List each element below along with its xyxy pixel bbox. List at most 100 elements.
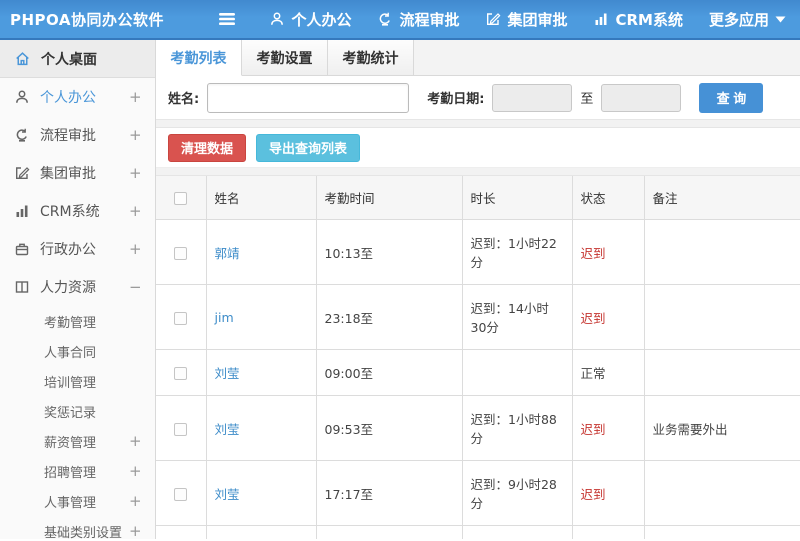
expand-toggle-icon[interactable]: + (129, 126, 142, 144)
tab-inactive[interactable]: 考勤设置 (242, 40, 328, 75)
expand-toggle-icon[interactable]: + (129, 88, 142, 106)
column-header: 姓名 (205, 176, 317, 220)
sidebar-subitem[interactable]: 招聘管理 + (0, 456, 155, 486)
workflow-icon (377, 11, 393, 27)
row-checkbox[interactable] (174, 311, 188, 325)
note-cell (643, 284, 800, 350)
export-list-button[interactable]: 导出查询列表 (256, 133, 361, 162)
employee-name-link[interactable]: 刘莹 (214, 366, 240, 381)
section-divider (156, 120, 800, 128)
status-cell: 迟到 (571, 460, 645, 526)
employee-name-link[interactable]: 刘莹 (214, 421, 240, 437)
table-row: 刘莹 09:00至 正常 (156, 349, 800, 396)
top-nav-label: 更多应用 (708, 10, 769, 29)
expand-toggle-icon[interactable]: + (129, 522, 142, 540)
sidebar-subitems: 考勤管理 人事合同 培训管理 奖惩记录 薪资管理 + 招聘管理 + 人事管理 + 基础类别设置 + (0, 306, 155, 541)
attendance-time: 09:53至 (315, 395, 463, 461)
search-bar: 姓名: 考勤日期: 至 查 询 (156, 76, 800, 120)
row-checkbox[interactable] (174, 246, 188, 260)
employee-name-link[interactable]: 刘莹 (214, 486, 240, 502)
sidebar-subitem-label: 人事管理 (44, 495, 97, 511)
employee-name-link[interactable]: jim (214, 309, 234, 325)
sidebar-subitem-label: 奖惩记录 (44, 405, 97, 421)
sidebar-subitem[interactable]: 培训管理 (0, 366, 155, 396)
top-nav-item[interactable]: 集团审批 (485, 9, 567, 30)
top-nav-label: 集团审批 (507, 10, 568, 29)
date-to-input[interactable] (601, 83, 682, 112)
sidebar-items: 个人办公 + 流程审批 + 集团审批 + CRM系统 + 行政办公 + 人力资源 − (0, 78, 155, 306)
sidebar-subitem[interactable]: 基础类别设置 + (0, 516, 155, 541)
tab-active[interactable]: 考勤列表 (156, 40, 242, 76)
column-header: 时长 (461, 176, 573, 220)
clear-data-button[interactable]: 清理数据 (168, 133, 247, 162)
content-area: 考勤列表 考勤设置 考勤统计 姓名: 考勤日期: 至 查 询 清理数据 导出查询列表 (156, 40, 800, 539)
caret-down-icon (775, 15, 786, 24)
sidebar-item[interactable]: 流程审批 + (0, 116, 155, 154)
attendance-table: 姓名 考勤时间 时长 状态 备注 郭靖 10:13至 迟到：1小时22分 迟到 jim 23:18… (156, 176, 800, 539)
row-checkbox[interactable] (174, 422, 188, 436)
attendance-time: 17:17至 (315, 460, 463, 526)
sidebar-item[interactable]: CRM系统 + (0, 192, 155, 230)
attendance-table-wrap: 姓名 考勤时间 时长 状态 备注 郭靖 10:13至 迟到：1小时22分 迟到 jim 23:18… (156, 176, 800, 539)
top-nav-item[interactable]: 流程审批 (377, 9, 459, 30)
sidebar-subitem[interactable]: 人事合同 (0, 336, 155, 366)
note-cell (643, 349, 800, 396)
expand-toggle-icon[interactable]: + (129, 432, 142, 450)
hamburger-menu-icon[interactable] (217, 11, 237, 27)
sidebar-subitem[interactable]: 考勤管理 (0, 306, 155, 336)
employee-name-link[interactable]: 郭靖 (214, 245, 240, 261)
date-label: 考勤日期: (427, 92, 485, 107)
sidebar-item[interactable]: 人力资源 − (0, 268, 155, 306)
select-all-checkbox[interactable] (174, 192, 188, 205)
expand-toggle-icon[interactable]: + (129, 462, 142, 480)
sidebar-item-label: 集团审批 (40, 166, 96, 182)
main-layout: 个人桌面 个人办公 + 流程审批 + 集团审批 + CRM系统 + 行政办公 + 人力资源 − 考勤管… (0, 40, 800, 541)
expand-toggle-icon[interactable]: − (129, 278, 142, 296)
name-label: 姓名: (168, 92, 200, 107)
sidebar-subitem-label: 培训管理 (44, 375, 97, 391)
sidebar-subitem-label: 薪资管理 (44, 435, 97, 451)
name-input[interactable] (207, 82, 410, 113)
note-cell (643, 460, 800, 526)
bar-chart-icon (14, 203, 30, 219)
expand-toggle-icon[interactable]: + (129, 240, 142, 258)
briefcase-icon (14, 241, 30, 257)
sidebar-item-label: 人力资源 (40, 280, 96, 296)
sidebar-item[interactable]: 集团审批 + (0, 154, 155, 192)
sidebar-subitem[interactable]: 薪资管理 + (0, 426, 155, 456)
sidebar-item-label: 流程审批 (40, 128, 96, 144)
sidebar-item-desktop[interactable]: 个人桌面 (0, 40, 155, 78)
sidebar-item-label: 个人桌面 (41, 51, 97, 68)
top-nav-item[interactable]: 更多应用 (709, 9, 786, 30)
note-cell (643, 219, 800, 285)
sidebar-subitem-label: 人事合同 (44, 345, 97, 361)
attendance-time: 10:37至 (315, 525, 463, 539)
expand-toggle-icon[interactable]: + (129, 164, 142, 182)
table-row: jim 23:18至 迟到：14小时30分 迟到 (156, 284, 800, 350)
sidebar-item-label: 个人办公 (40, 90, 96, 106)
sidebar-item[interactable]: 个人办公 + (0, 78, 155, 116)
book-icon (14, 279, 30, 295)
top-nav-item[interactable]: CRM系统 (593, 9, 683, 30)
column-header: 备注 (643, 176, 800, 220)
sidebar-item[interactable]: 行政办公 + (0, 230, 155, 268)
row-checkbox[interactable] (174, 367, 188, 380)
tab-inactive[interactable]: 考勤统计 (328, 40, 414, 75)
duration-cell (461, 349, 573, 396)
duration-cell: 迟到：2小时62分 (461, 525, 573, 539)
sidebar-subitem[interactable]: 奖惩记录 (0, 396, 155, 426)
expand-toggle-icon[interactable]: + (129, 492, 142, 510)
tab-bar: 考勤列表 考勤设置 考勤统计 (156, 40, 800, 76)
top-nav-item[interactable]: 个人办公 (269, 9, 351, 30)
query-button[interactable]: 查 询 (699, 82, 764, 113)
date-from-input[interactable] (492, 83, 573, 112)
top-bar: PHPOA协同办公软件 个人办公 流程审批 集团审批 CRM系统 更多应用 (0, 0, 800, 40)
expand-toggle-icon[interactable]: + (129, 202, 142, 220)
attendance-time: 10:13至 (315, 219, 463, 285)
row-checkbox[interactable] (174, 487, 188, 501)
workflow-icon (14, 127, 30, 143)
edit-icon (485, 11, 501, 27)
sidebar-subitem[interactable]: 人事管理 + (0, 486, 155, 516)
sidebar: 个人桌面 个人办公 + 流程审批 + 集团审批 + CRM系统 + 行政办公 + 人力资源 − 考勤管… (0, 40, 156, 541)
sidebar-item-label: 行政办公 (40, 242, 96, 258)
